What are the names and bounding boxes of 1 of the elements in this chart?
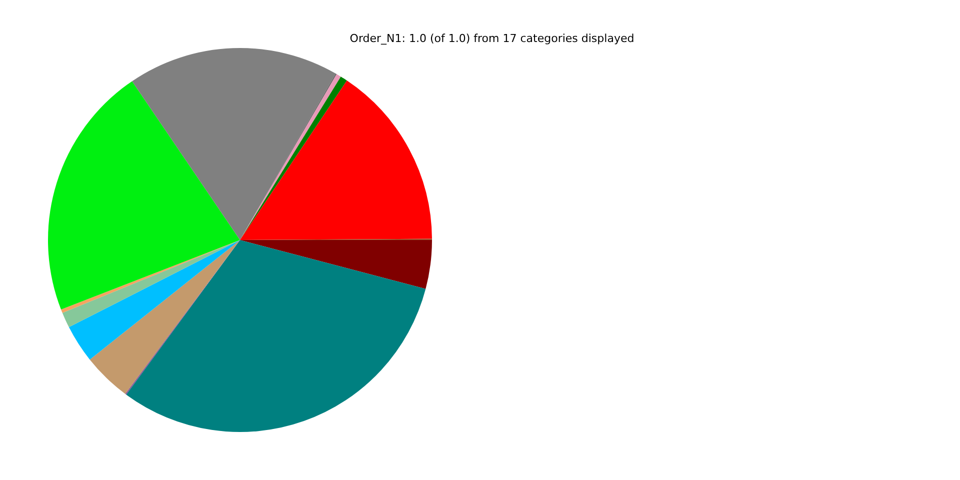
text: Order_N1: 1.0 (of 1.0) from 17 categories displayed	[350, 32, 634, 45]
